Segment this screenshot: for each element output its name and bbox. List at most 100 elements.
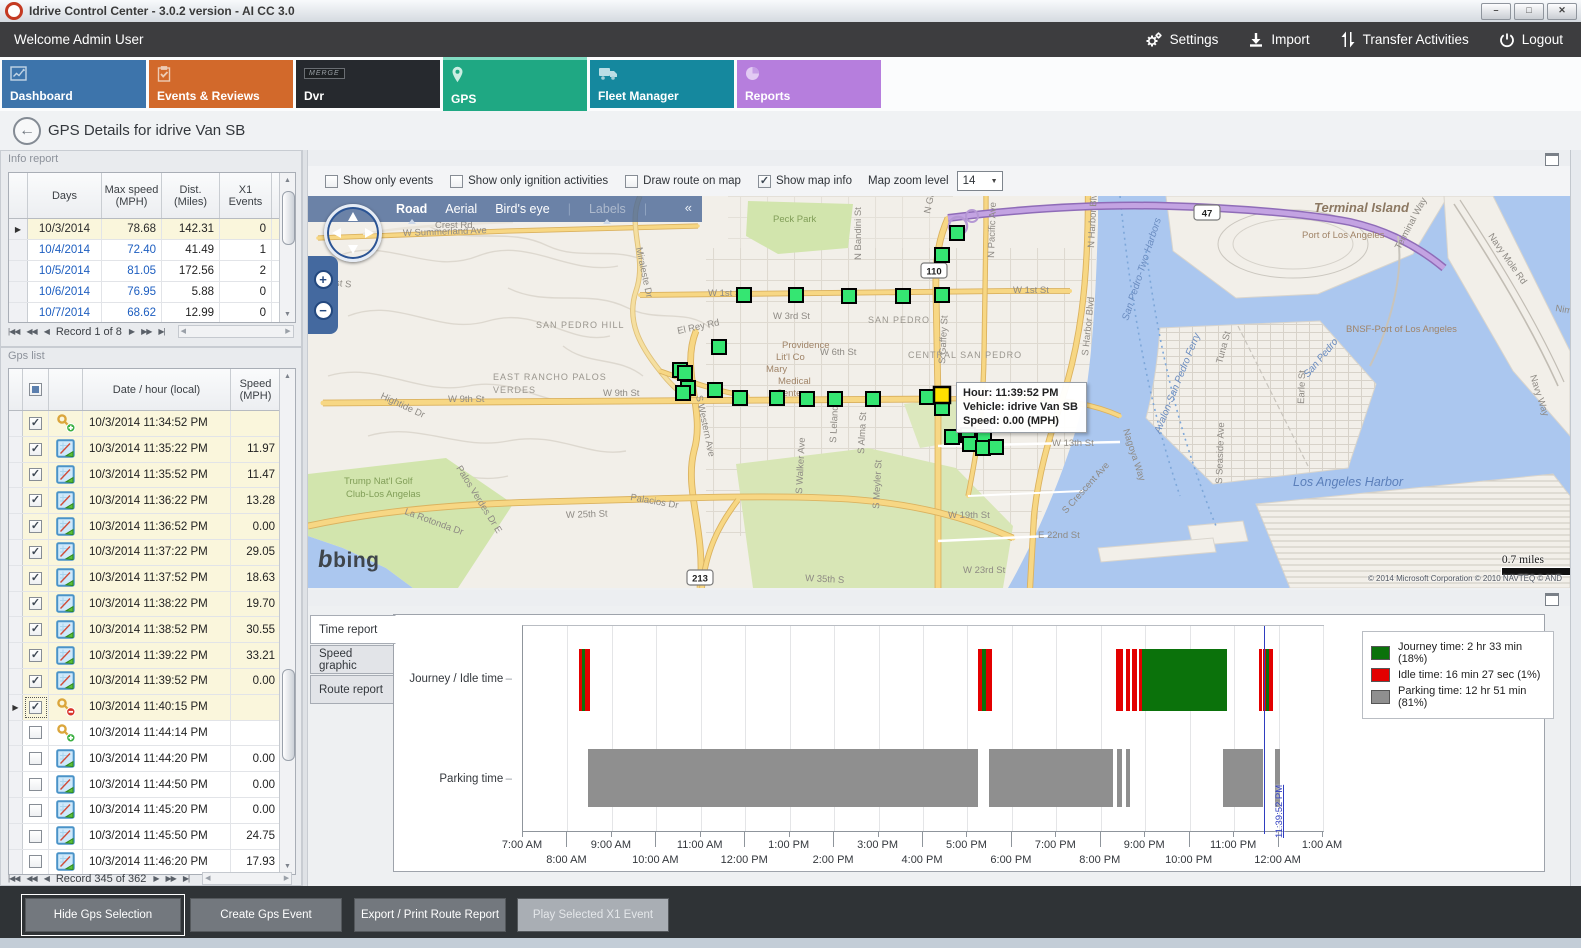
max-speed-link[interactable]: 78.68 [127,223,156,235]
column-header-max-speed-mph-[interactable]: Max speed (MPH) [102,173,162,218]
gps-point-checkbox[interactable] [29,778,42,792]
info-table-row[interactable]: ▶ 10/3/2014 78.68 142.31 0 [9,219,295,240]
gps-list-row[interactable]: 10/3/2014 11:45:20 PM 0.00 [9,797,295,824]
vertical-scrollbar[interactable]: ▲ ▼ [279,369,295,874]
map-viewport[interactable]: 110 47 213 Crest Rd W Summerland Ave Miralest… [308,196,1570,588]
map-mode-birdseye[interactable]: Bird's eye [495,202,550,216]
gps-list-row[interactable]: 10/3/2014 11:36:52 PM0.00 [9,514,295,540]
footer-button-create-gps-event[interactable]: Create Gps Event [190,898,342,932]
chart-tab-speed-graphic[interactable]: Speed graphic [310,645,394,674]
info-table-row[interactable]: 10/7/2014 68.62 12.99 0 [9,303,295,322]
gps-route-marker[interactable] [949,225,965,241]
gps-route-marker[interactable] [988,439,1004,455]
menu-action-logout[interactable]: Logout [1499,32,1563,48]
gps-point-checkbox[interactable] [29,752,42,766]
column-header-days[interactable]: Days [28,173,102,218]
gps-point-checkbox[interactable] [29,649,42,663]
tab-events-reviews[interactable]: Events & Reviews [149,60,293,108]
gps-point-checkbox[interactable] [29,597,42,611]
pager-last-button[interactable]: ▶| [158,327,165,336]
menu-action-import[interactable]: Import [1248,32,1310,48]
day-link[interactable]: 10/4/2014 [38,244,91,256]
chart-tab-route-report[interactable]: Route report [310,675,394,704]
pager-prev-page-button[interactable]: ◀◀ [26,874,37,883]
gps-point-checkbox[interactable] [29,674,42,688]
map-compass-control[interactable] [324,204,382,262]
gps-route-marker[interactable] [769,390,785,406]
minimize-button[interactable]: – [1481,3,1511,20]
gps-list-row[interactable]: ▶ 10/3/2014 11:40:15 PM [9,694,295,721]
gps-point-checkbox[interactable] [29,545,42,559]
zoom-out-button[interactable]: − [313,301,333,320]
gps-route-marker[interactable] [675,385,691,401]
gps-route-marker[interactable] [707,382,723,398]
gps-route-marker[interactable] [944,429,960,445]
gps-list-row[interactable]: 10/3/2014 11:45:50 PM 24.75 [9,823,295,850]
zoom-in-button[interactable]: + [313,270,333,289]
pan-north-icon[interactable] [348,212,358,221]
column-header-x1-events[interactable]: X1 Events [220,173,272,218]
gps-route-marker[interactable] [788,287,804,303]
option-show-map-info[interactable]: Show map info [757,174,852,188]
gps-point-checkbox[interactable] [29,726,42,740]
gps-route-marker[interactable] [934,247,950,263]
gps-route-marker[interactable] [895,288,911,304]
maximize-panel-icon[interactable] [1545,153,1559,166]
option-show-only-events[interactable]: Show only events [325,174,433,188]
select-all-checkbox[interactable] [23,369,49,410]
pan-south-icon[interactable] [348,245,358,254]
column-header-date-hour[interactable]: Date / hour (local) [83,369,231,410]
vertical-splitter[interactable] [302,150,308,886]
day-link[interactable]: 10/7/2014 [38,307,91,319]
maximize-panel-icon[interactable] [1545,593,1559,606]
gps-list-row[interactable]: 10/3/2014 11:34:52 PM [9,411,295,437]
back-button[interactable]: ← [13,117,41,145]
gps-list-row[interactable]: 10/3/2014 11:46:20 PM 17.93 [9,849,295,874]
gps-point-checkbox[interactable] [29,623,42,637]
pager-next-button[interactable]: ▶ [153,874,159,883]
horizontal-scrollbar[interactable]: ◀ ▶ [202,872,293,885]
gps-route-marker[interactable] [934,287,950,303]
gps-route-marker[interactable] [732,390,748,406]
selected-gps-marker[interactable] [932,385,952,405]
gps-point-checkbox[interactable] [29,571,42,585]
gps-point-checkbox[interactable] [29,442,42,456]
checkbox[interactable] [450,174,464,188]
tab-gps[interactable]: GPS [443,57,587,111]
pager-next-page-button[interactable]: ▶▶ [141,327,152,336]
pager-prev-button[interactable]: ◀ [43,327,50,336]
horizontal-scrollbar[interactable]: ◀ ▶ [177,325,294,338]
pager-first-button[interactable]: |◀◀ [8,327,20,336]
gps-point-checkbox[interactable] [29,700,42,714]
gps-route-marker[interactable] [841,288,857,304]
footer-button-export-print-route-report[interactable]: Export / Print Route Report [354,898,506,932]
day-link[interactable]: 10/3/2014 [38,223,91,235]
max-speed-link[interactable]: 68.62 [127,307,156,319]
pager-last-button[interactable]: ▶| [182,874,190,883]
gps-route-marker[interactable] [919,389,935,405]
map-mode-aerial[interactable]: Aerial [445,202,478,216]
column-header-dist-miles-[interactable]: Dist. (Miles) [162,173,220,218]
menu-action-transfer-activities[interactable]: Transfer Activities [1340,31,1469,48]
chart-tab-time-report[interactable]: Time report [310,615,396,644]
gps-route-marker[interactable] [677,365,693,381]
info-table-row[interactable]: 10/6/2014 76.95 5.88 0 [9,282,295,303]
pager-next-page-button[interactable]: ▶▶ [165,874,177,883]
checkbox[interactable] [757,174,771,188]
checkbox[interactable] [625,174,639,188]
max-speed-link[interactable]: 76.95 [127,286,156,298]
max-speed-link[interactable]: 81.05 [127,265,156,277]
gps-point-checkbox[interactable] [29,494,42,508]
gps-list-row[interactable]: 10/3/2014 11:44:14 PM [9,720,295,747]
gps-point-checkbox[interactable] [29,468,42,482]
vertical-scrollbar[interactable]: ▲ ▼ [279,173,295,322]
day-link[interactable]: 10/6/2014 [38,286,91,298]
pager-prev-button[interactable]: ◀ [43,874,50,883]
gps-route-marker[interactable] [799,391,815,407]
